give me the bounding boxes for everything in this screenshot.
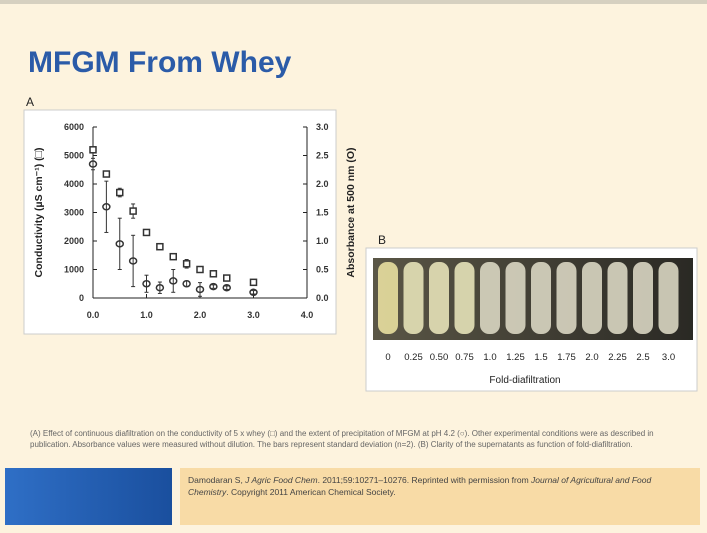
- tube: [455, 262, 475, 334]
- tube: [480, 262, 500, 334]
- citation-text: J Agric Food Chem: [245, 475, 317, 485]
- tube-label: 1.25: [506, 352, 525, 363]
- y2-tick-label: 0.5: [316, 265, 329, 275]
- y2-tick-label: 1.0: [316, 236, 329, 246]
- tube-label: 0: [385, 352, 390, 363]
- slide: MFGM From Whey A B Fold-diafiltration 0.…: [0, 0, 707, 533]
- slide-title: MFGM From Whey: [28, 46, 292, 79]
- tube-label: 3.0: [662, 352, 675, 363]
- y2-tick-label: 1.5: [316, 208, 329, 218]
- x-tick-label: 1.0: [140, 310, 153, 320]
- square-point: [197, 267, 203, 273]
- square-point: [130, 208, 136, 214]
- tube: [531, 262, 551, 334]
- y-tick-label: 3000: [64, 208, 84, 218]
- square-point: [117, 190, 123, 196]
- tube-label: 0.50: [430, 352, 449, 363]
- citation-text: . Copyright 2011 American Chemical Socie…: [226, 487, 395, 497]
- square-point: [184, 261, 190, 267]
- y-tick-label: 0: [79, 293, 84, 303]
- square-point: [170, 254, 176, 260]
- tube: [557, 262, 577, 334]
- tube: [429, 262, 449, 334]
- y2-axis-label: Absorbance at 500 nm (O): [345, 147, 357, 277]
- tube: [633, 262, 653, 334]
- tube: [378, 262, 398, 334]
- tube-label: 2.0: [585, 352, 598, 363]
- tube: [582, 262, 602, 334]
- tube-label: 0.25: [404, 352, 423, 363]
- chart-box: [24, 110, 336, 334]
- top-border: [0, 0, 707, 4]
- square-point: [90, 147, 96, 153]
- footer-blue: [5, 468, 172, 525]
- y2-tick-label: 0.0: [316, 293, 329, 303]
- square-point: [103, 171, 109, 177]
- y2-tick-label: 2.5: [316, 151, 329, 161]
- x-tick-label: 2.0: [194, 310, 207, 320]
- tube-label: 1.75: [557, 352, 576, 363]
- citation-text: Damodaran S,: [188, 475, 245, 485]
- tube-label: 0.75: [455, 352, 474, 363]
- square-point: [210, 271, 216, 277]
- citation-text: . 2011;59:10271–10276. Reprinted with pe…: [318, 475, 531, 485]
- y-tick-label: 6000: [64, 122, 84, 132]
- panel-label: B: [378, 233, 386, 247]
- caption: (A) Effect of continuous diafiltration o…: [30, 428, 680, 450]
- tube-label: 1.0: [483, 352, 496, 363]
- x-tick-label: 4.0: [301, 310, 314, 320]
- y-tick-label: 2000: [64, 236, 84, 246]
- square-point: [144, 229, 150, 235]
- y-tick-label: 1000: [64, 265, 84, 275]
- photo-axis-label: Fold-diafiltration: [489, 375, 560, 386]
- tube: [506, 262, 526, 334]
- citation: Damodaran S, J Agric Food Chem. 2011;59:…: [188, 474, 688, 498]
- y-tick-label: 4000: [64, 179, 84, 189]
- square-point: [224, 275, 230, 281]
- tube: [659, 262, 679, 334]
- tube-label: 2.25: [608, 352, 627, 363]
- y-axis-label: Conductivity (µS cm⁻¹) (□): [33, 148, 45, 278]
- tube-label: 2.5: [636, 352, 649, 363]
- y-tick-label: 5000: [64, 151, 84, 161]
- y2-tick-label: 3.0: [316, 122, 329, 132]
- square-point: [157, 244, 163, 250]
- x-tick-label: 0.0: [87, 310, 100, 320]
- tube-label: 1.5: [534, 352, 547, 363]
- y2-tick-label: 2.0: [316, 179, 329, 189]
- x-tick-label: 3.0: [247, 310, 260, 320]
- square-point: [251, 279, 257, 285]
- tube: [608, 262, 628, 334]
- tube: [404, 262, 424, 334]
- slide-graphics: MFGM From Whey A B Fold-diafiltration 0.…: [0, 0, 707, 533]
- panel-label: A: [26, 95, 34, 109]
